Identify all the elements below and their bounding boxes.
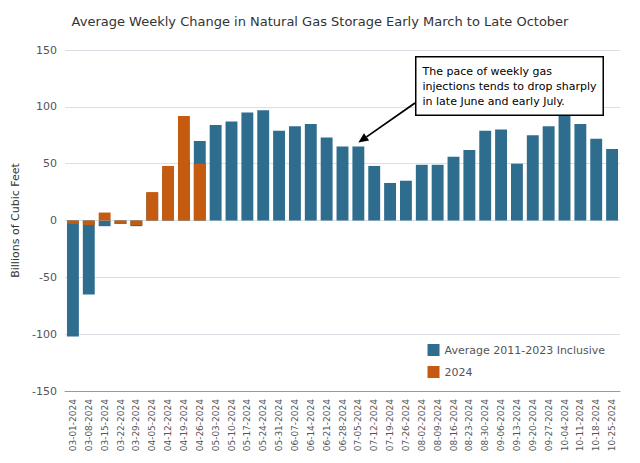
svg-text:08-30-2024: 08-30-2024	[480, 399, 490, 452]
svg-text:06-07-2024: 06-07-2024	[290, 399, 300, 452]
svg-text:100: 100	[36, 100, 57, 113]
svg-text:04-19-2024: 04-19-2024	[179, 399, 189, 452]
svg-text:10-11-2024: 10-11-2024	[575, 399, 585, 452]
svg-text:03-29-2024: 03-29-2024	[131, 399, 141, 452]
svg-text:-100: -100	[32, 328, 57, 341]
svg-text:150: 150	[36, 44, 57, 57]
svg-text:-50: -50	[39, 271, 57, 284]
svg-text:-150: -150	[32, 385, 57, 398]
svg-text:04-05-2024: 04-05-2024	[147, 399, 157, 452]
svg-text:08-23-2024: 08-23-2024	[464, 399, 474, 452]
svg-text:09-27-2024: 09-27-2024	[544, 399, 554, 452]
svg-text:07-26-2024: 07-26-2024	[401, 399, 411, 452]
svg-text:06-21-2024: 06-21-2024	[322, 399, 332, 452]
svg-text:07-05-2024: 07-05-2024	[353, 399, 363, 452]
svg-text:03-22-2024: 03-22-2024	[116, 399, 126, 452]
svg-text:50: 50	[43, 157, 57, 170]
svg-text:10-25-2024: 10-25-2024	[607, 399, 617, 452]
svg-text:injections tends to drop sharp: injections tends to drop sharply	[423, 80, 597, 93]
svg-text:06-28-2024: 06-28-2024	[338, 399, 348, 452]
svg-text:05-10-2024: 05-10-2024	[227, 399, 237, 452]
svg-text:09-13-2024: 09-13-2024	[512, 399, 522, 452]
svg-text:03-01-2024: 03-01-2024	[68, 399, 78, 452]
svg-text:04-26-2024: 04-26-2024	[195, 399, 205, 452]
svg-text:0: 0	[50, 214, 57, 227]
svg-text:07-19-2024: 07-19-2024	[385, 399, 395, 452]
svg-text:The pace of weekly gas: The pace of weekly gas	[422, 65, 553, 78]
svg-text:04-12-2024: 04-12-2024	[163, 399, 173, 452]
svg-text:06-14-2024: 06-14-2024	[306, 399, 316, 452]
svg-text:08-02-2024: 08-02-2024	[417, 399, 427, 452]
svg-text:10-18-2024: 10-18-2024	[591, 399, 601, 452]
svg-text:05-17-2024: 05-17-2024	[242, 399, 252, 452]
svg-text:07-12-2024: 07-12-2024	[369, 399, 379, 452]
svg-text:Billions of Cubic Feet: Billions of Cubic Feet	[9, 163, 22, 278]
svg-text:09-06-2024: 09-06-2024	[496, 399, 506, 452]
svg-text:05-31-2024: 05-31-2024	[274, 399, 284, 452]
svg-text:05-03-2024: 05-03-2024	[211, 399, 221, 452]
svg-text:in late June and early July.: in late June and early July.	[423, 95, 565, 108]
svg-text:09-20-2024: 09-20-2024	[528, 399, 538, 452]
svg-text:Average Weekly Change in Natur: Average Weekly Change in Natural Gas Sto…	[72, 14, 570, 29]
svg-text:Average 2011-2023 Inclusive: Average 2011-2023 Inclusive	[445, 344, 606, 357]
svg-text:10-04-2024: 10-04-2024	[560, 399, 570, 452]
svg-text:08-16-2024: 08-16-2024	[449, 399, 459, 452]
svg-text:08-09-2024: 08-09-2024	[433, 399, 443, 452]
svg-text:03-15-2024: 03-15-2024	[100, 399, 110, 452]
svg-text:05-24-2024: 05-24-2024	[258, 399, 268, 452]
svg-text:03-08-2024: 03-08-2024	[84, 399, 94, 452]
svg-text:2024: 2024	[445, 366, 473, 379]
